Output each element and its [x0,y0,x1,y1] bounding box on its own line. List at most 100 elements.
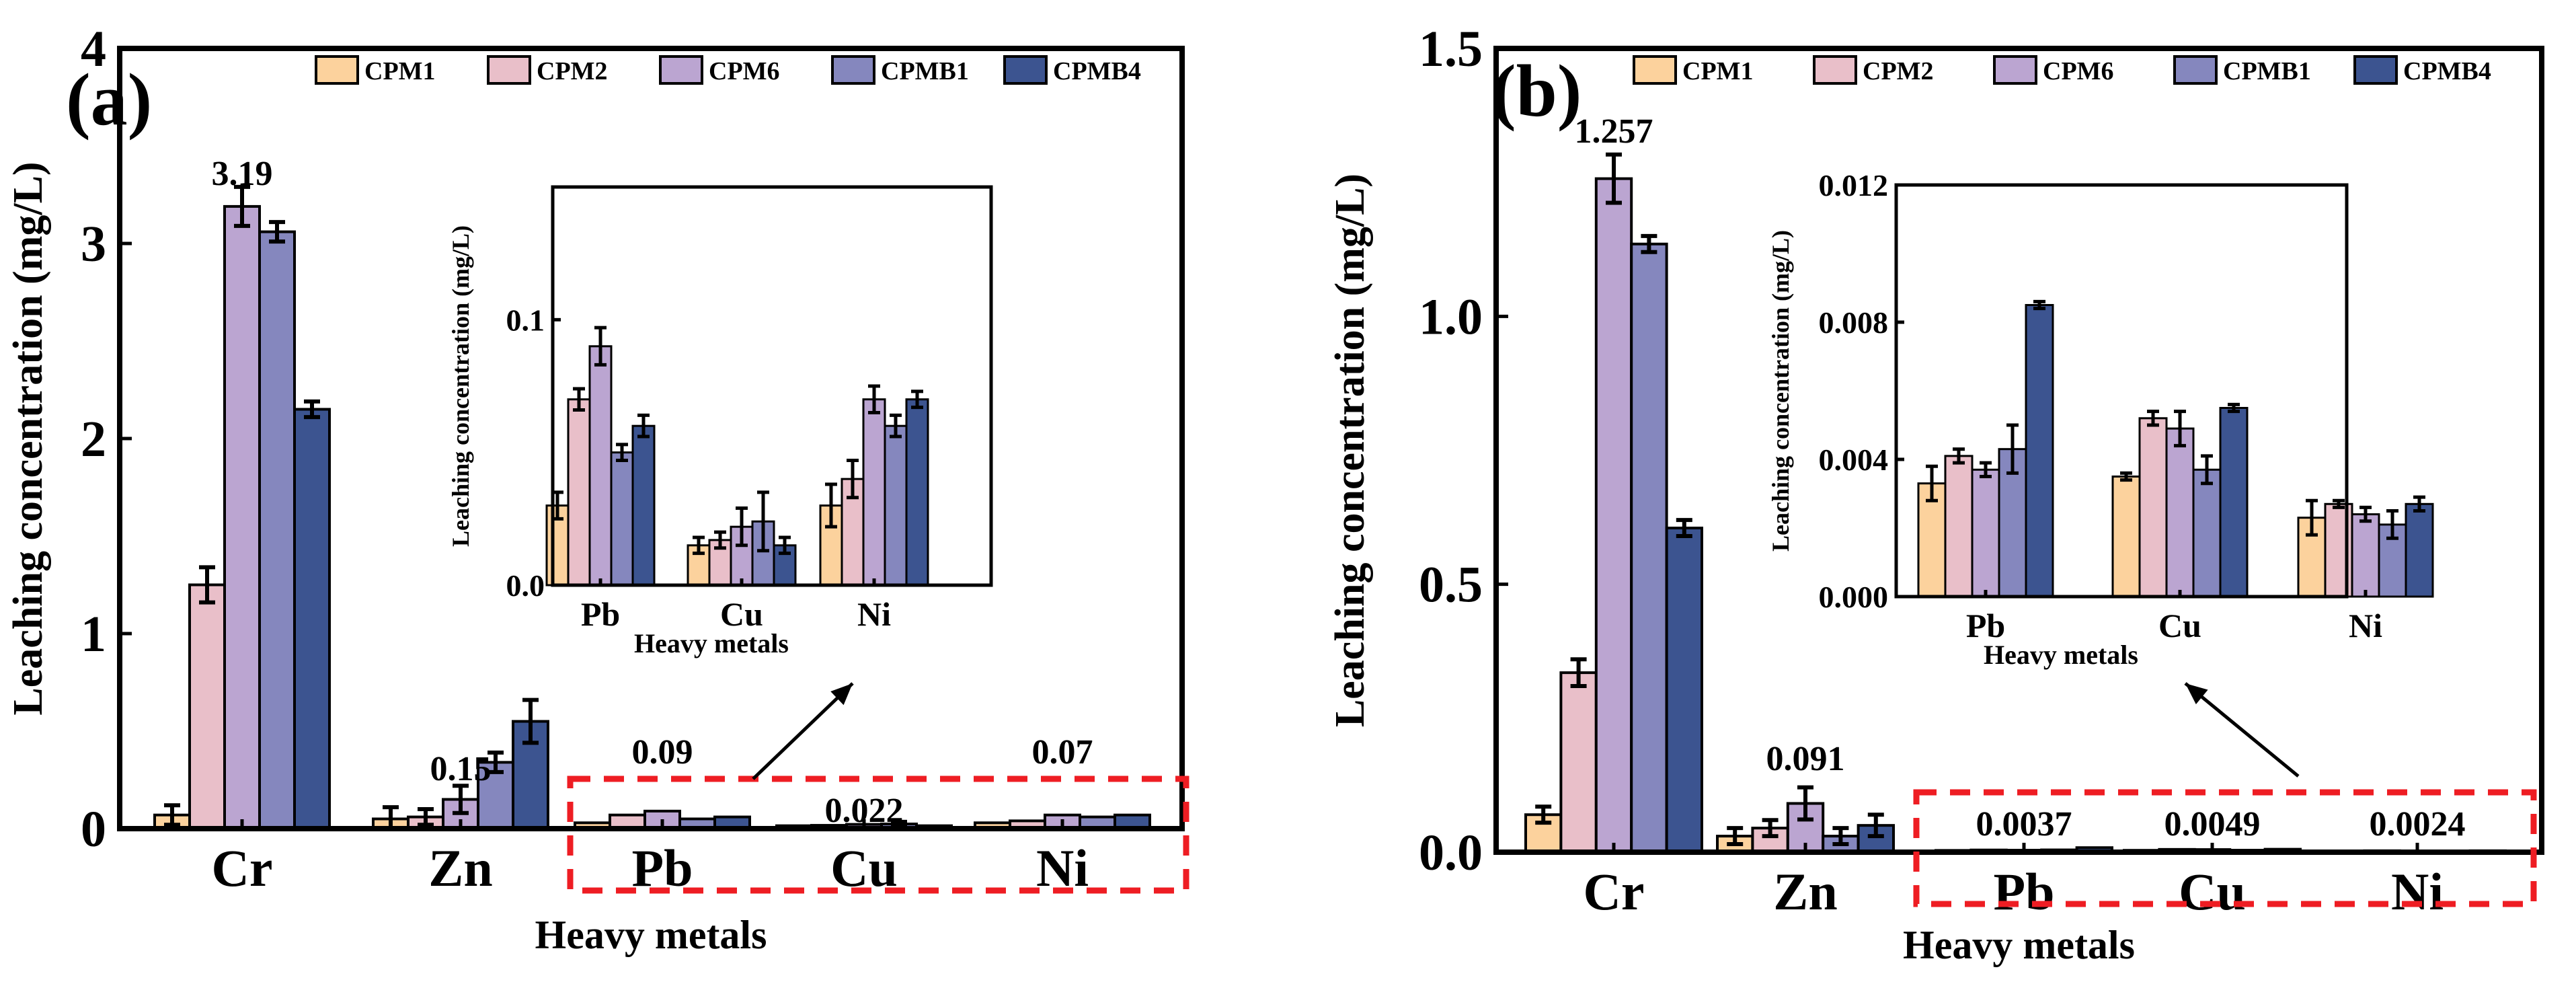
panel-label: (a) [66,59,152,141]
inset-chart: Pb Cu Ni 0.0 0.1 Heavy metals Leaching concent… [447,185,993,658]
legend-swatch [1633,55,1677,85]
inset-error-bar [637,413,650,439]
legend-swatch [2173,55,2218,85]
x-axis-label: Heavy metals [1903,923,2135,967]
inset-bar [2165,427,2195,598]
arrow [2184,682,2300,778]
inset-y-tick-label: 0.0 [506,568,545,603]
inset-error-bar [693,535,705,556]
inset-bar [2111,476,2141,598]
legend-label: CPM1 [1682,57,1754,85]
y-tick-label: 4 [81,21,106,77]
data-label: 0.0024 [2370,805,2466,843]
inset-error-bar [2006,423,2019,475]
legend-swatch [659,55,703,85]
inset-error-bar [714,530,726,550]
y-tick-label: 1.5 [1419,21,1483,77]
y-tick-label: 0.0 [1419,825,1483,881]
panel-a: Cr Zn Pb Cu Ni 3.19 0.15 0.09 0.022 0.07 0 1 2 3 4 Heav… [5,21,1189,957]
inset-bar [2405,502,2434,598]
x-tick-label: Zn [1773,862,1837,921]
error-bar [1535,804,1552,825]
data-label: 0.07 [1032,733,1093,771]
error-bar [1676,518,1692,538]
panel-b: Cr Zn Pb Cu Ni 1.257 0.091 0.0037 0.0049 0.0024 0.… [1327,21,2544,967]
inset-frame [1894,183,2349,599]
inset-y-tick-label: 0.012 [1819,168,1889,202]
y-tick-label: 1 [81,606,106,663]
error-bar [1606,152,1622,205]
inset-error-bar [2174,410,2186,448]
legend-label: CPM2 [1863,57,1934,85]
error-bar [269,220,285,244]
inset-error-bar [825,482,837,529]
data-label: 0.022 [825,792,904,830]
inset-error-bar [2201,454,2213,486]
inset-error-bar [890,413,902,439]
inset-bar [567,398,591,587]
inset-error-bar [2033,299,2045,311]
inset-error-bar [2147,410,2159,427]
inset-x-tick-label: Ni [857,595,891,633]
data-label: 0.0037 [1976,805,2072,843]
inset-error-bar [779,535,791,556]
panel-label: (b) [1491,50,1582,132]
x-tick-label: Zn [428,839,492,897]
legend: CPM1 CPM2 CPM6 CPMB1 CPMB4 [315,55,1141,85]
inset-error-bar [868,384,880,414]
inset-bar [2219,407,2249,598]
data-label: 0.15 [430,750,492,788]
y-axis-label: Leaching concentration (mg/L) [5,161,51,715]
y-tick-label: 0.5 [1419,557,1483,613]
inset-bar [1971,468,2000,598]
inset-bar [2025,304,2054,598]
inset-bar [862,398,886,587]
inset-error-bar [616,443,628,463]
y-tick-label: 1.0 [1419,289,1483,345]
bar [1559,671,1598,854]
y-tick-label: 3 [81,216,106,272]
inset-error-bar [757,490,769,553]
legend-swatch [1813,55,1857,85]
legend-label: CPMB1 [2223,57,2311,85]
inset-chart: Pb Cu Ni 0.000 0.004 0.008 0.012 Heavy metals Le… [1767,168,2434,670]
inset-y-axis-label: Leaching concentration (mg/L) [447,225,474,547]
inset-y-axis-label: Leaching concentration (mg/L) [1767,230,1794,552]
inset-error-bar [911,389,923,410]
inset-error-bar [1926,464,1938,502]
inset-error-bar [2386,509,2398,540]
bar [1665,527,1704,854]
legend-label: CPMB1 [881,57,969,85]
inset-error-bar [1980,461,1992,478]
data-label: 0.09 [632,733,693,771]
inset-error-bar [2228,402,2240,414]
inset-bar [588,345,613,587]
inset-bar [884,424,908,587]
error-bar [234,184,250,228]
inset-x-tick-label: Cu [2158,607,2201,644]
inset-bar [905,398,929,587]
legend-swatch [487,55,531,85]
legend-label: CPMB4 [1053,57,1141,85]
error-bar [1867,813,1884,839]
inset-error-bar [1953,447,1965,465]
error-bar [164,803,180,827]
legend-swatch [1993,55,2037,85]
inset-bar [610,451,634,587]
legend-swatch [831,55,875,85]
inset-y-tick-label: 0.004 [1819,443,1889,477]
legend-label: CPMB4 [2403,57,2491,85]
x-tick-label: Pb [1993,862,2054,921]
x-tick-label: Ni [2391,862,2444,921]
inset-y-tick-label: 0.000 [1819,580,1889,614]
error-bar [1570,657,1587,689]
data-label: 1.257 [1575,112,1653,151]
bar [188,583,226,830]
error-bar [199,565,215,605]
error-bar [1641,233,1657,254]
data-label: 0.0049 [2164,805,2261,843]
legend-label: CPM1 [364,57,436,85]
legend-swatch [2353,55,2398,85]
x-tick-label: Cr [212,839,273,897]
bar [1594,177,1633,854]
